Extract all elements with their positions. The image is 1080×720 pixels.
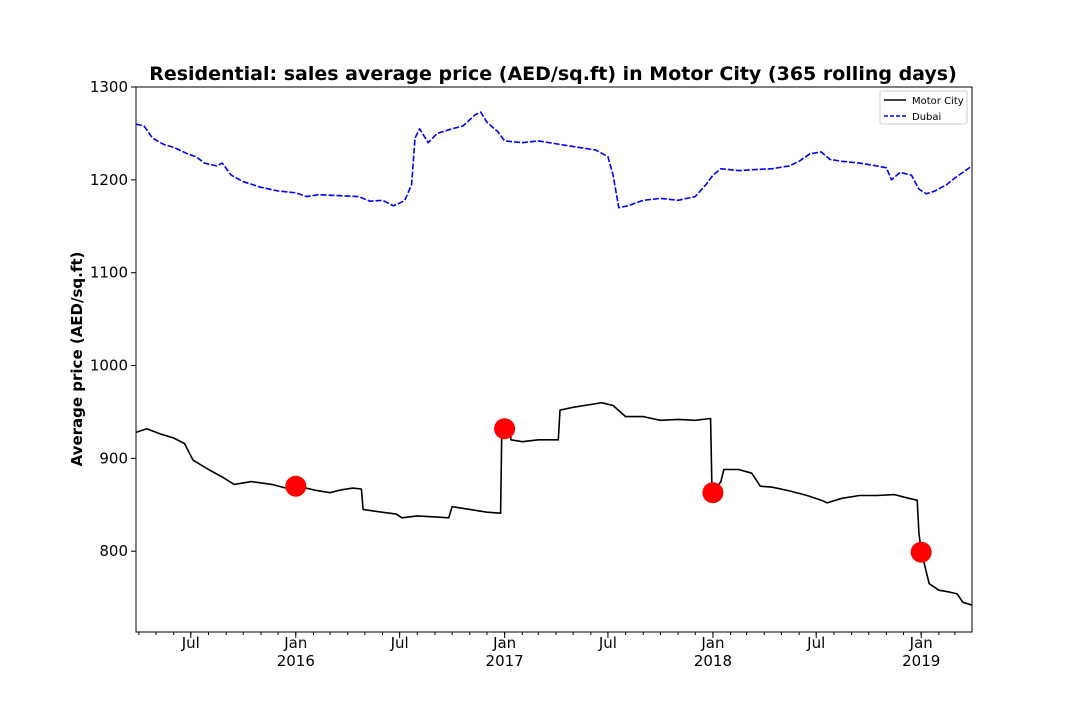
x-tick-label: Jan bbox=[283, 634, 307, 652]
y-tick-label: 1200 bbox=[90, 171, 128, 189]
y-axis: 800 900 1000 1100 1200 1300 bbox=[90, 78, 136, 560]
chart-legend: Motor City Dubai bbox=[879, 90, 968, 125]
x-tick-label: Jul bbox=[181, 634, 200, 652]
y-axis-label: Average price (AED/sq.ft) bbox=[68, 252, 86, 467]
x-tick-year-label: 2018 bbox=[694, 652, 732, 670]
x-tick-label: Jan bbox=[909, 634, 933, 652]
x-tick-year-label: 2017 bbox=[486, 652, 524, 670]
x-tick-label: Jul bbox=[598, 634, 617, 652]
legend-label-motor-city: Motor City bbox=[912, 96, 964, 107]
series-lines bbox=[135, 111, 973, 606]
y-tick-label: 900 bbox=[99, 449, 128, 467]
x-tick-label: Jan bbox=[700, 634, 724, 652]
series-line-dubai bbox=[135, 111, 973, 209]
y-tick-label: 1300 bbox=[90, 78, 128, 96]
y-tick-label: 800 bbox=[99, 542, 128, 560]
event-marker bbox=[494, 418, 516, 440]
event-markers bbox=[285, 418, 932, 563]
plot-area-frame bbox=[135, 86, 973, 633]
y-tick-label: 1100 bbox=[90, 264, 128, 282]
x-tick-year-label: 2019 bbox=[902, 652, 940, 670]
y-tick-label: 1000 bbox=[90, 357, 128, 375]
event-marker bbox=[910, 541, 932, 563]
series-line-motor-city bbox=[135, 401, 973, 606]
event-marker bbox=[702, 482, 724, 504]
chart-title: Residential: sales average price (AED/sq… bbox=[149, 63, 957, 85]
event-marker bbox=[285, 475, 307, 497]
x-tick-year-label: 2016 bbox=[277, 652, 315, 670]
legend-label-dubai: Dubai bbox=[912, 112, 941, 123]
x-tick-label: Jul bbox=[806, 634, 825, 652]
x-tick-label: Jan bbox=[492, 634, 516, 652]
x-tick-label: Jul bbox=[390, 634, 409, 652]
